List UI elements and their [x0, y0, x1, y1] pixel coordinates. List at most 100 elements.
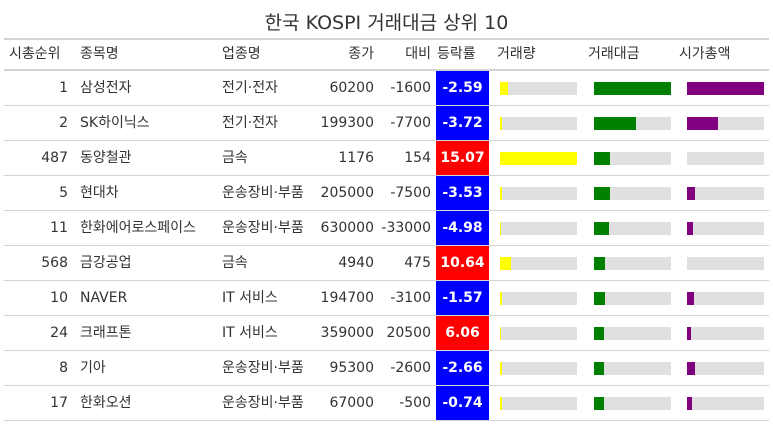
volume-track: [500, 222, 577, 235]
volume-track: [500, 362, 577, 375]
table-row: 568 금강공업 금속 4940 475 10.64: [4, 246, 769, 281]
chart-title: 한국 KOSPI 거래대금 상위 10: [264, 12, 509, 34]
trade-value-track: [594, 152, 671, 165]
trade-value-track: [594, 82, 671, 95]
rank-cell: 24: [50, 325, 68, 341]
volume-track: [500, 117, 577, 130]
volume-bar: [500, 187, 502, 200]
trade-value-bar: [594, 152, 611, 165]
row-divider: [4, 315, 769, 316]
name-cell: 크래프톤: [80, 325, 132, 341]
table-row: 487 동양철관 금속 1176 154 15.07: [4, 141, 769, 176]
close-cell: 199300: [320, 115, 374, 131]
volume-track: [500, 187, 577, 200]
sector-cell: 운송장비·부품: [222, 185, 304, 201]
sector-cell: IT 서비스: [222, 325, 278, 341]
trade-value-track: [594, 327, 671, 340]
change-rate-value: -2.59: [442, 80, 483, 96]
name-cell: 금강공업: [80, 255, 132, 271]
sector-cell: 운송장비·부품: [222, 220, 304, 236]
rank-cell: 487: [41, 150, 68, 166]
market-cap-track: [687, 152, 764, 165]
change-rate-cell: -4.98: [436, 211, 489, 246]
close-cell: 359000: [320, 325, 374, 341]
name-cell: 삼성전자: [80, 80, 132, 96]
rank-cell: 1: [59, 80, 68, 96]
volume-bar: [500, 82, 508, 95]
change-rate-value: -0.74: [442, 395, 483, 411]
header-rank: 시총순위: [9, 46, 61, 62]
diff-cell: -33000: [381, 220, 431, 236]
row-divider: [4, 385, 769, 386]
volume-bar: [500, 292, 502, 305]
market-cap-track: [687, 117, 764, 130]
market-cap-track: [687, 222, 764, 235]
change-rate-cell: -3.72: [436, 106, 489, 141]
diff-cell: 20500: [386, 325, 431, 341]
market-cap-bar: [687, 362, 695, 375]
header-volume: 거래량: [497, 46, 536, 62]
sector-cell: 운송장비·부품: [222, 360, 304, 376]
change-rate-value: -3.72: [442, 115, 483, 131]
header-rule: [4, 69, 769, 71]
rank-cell: 2: [59, 115, 68, 131]
table-row: 10 NAVER IT 서비스 194700 -3100 -1.57: [4, 281, 769, 316]
header-market-cap: 시가총액: [679, 46, 731, 62]
diff-cell: -500: [399, 395, 431, 411]
table-row: 8 기아 운송장비·부품 95300 -2600 -2.66: [4, 351, 769, 386]
diff-cell: -3100: [390, 290, 431, 306]
trade-value-track: [594, 117, 671, 130]
rank-cell: 568: [41, 255, 68, 271]
trade-value-bar: [594, 397, 604, 410]
market-cap-bar: [687, 187, 695, 200]
change-rate-cell: -2.59: [436, 71, 489, 106]
change-rate-value: 6.06: [445, 325, 480, 341]
rank-cell: 5: [59, 185, 68, 201]
close-cell: 95300: [329, 360, 374, 376]
close-cell: 194700: [320, 290, 374, 306]
market-cap-bar: [687, 117, 718, 130]
volume-track: [500, 152, 577, 165]
sector-cell: IT 서비스: [222, 290, 278, 306]
row-divider: [4, 420, 769, 421]
trade-value-bar: [594, 292, 605, 305]
change-rate-value: -4.98: [442, 220, 483, 236]
trade-value-bar: [594, 362, 604, 375]
top-rule: [4, 38, 769, 40]
market-cap-track: [687, 397, 764, 410]
header-diff: 대비: [405, 46, 431, 62]
name-cell: 기아: [80, 360, 106, 376]
market-cap-bar: [687, 222, 694, 235]
volume-track: [500, 82, 577, 95]
market-cap-track: [687, 187, 764, 200]
name-cell: NAVER: [80, 290, 128, 306]
sector-cell: 전기·전자: [222, 80, 278, 96]
close-cell: 67000: [329, 395, 374, 411]
volume-bar: [500, 397, 502, 410]
header-name: 종목명: [80, 46, 119, 62]
diff-cell: -2600: [390, 360, 431, 376]
name-cell: 현대차: [80, 185, 119, 201]
table-row: 11 한화에어로스페이스 운송장비·부품 630000 -33000 -4.98: [4, 211, 769, 246]
volume-bar: [500, 327, 501, 340]
change-rate-value: 15.07: [440, 150, 485, 166]
volume-track: [500, 327, 577, 340]
name-cell: 동양철관: [80, 150, 132, 166]
table-row: 17 한화오션 운송장비·부품 67000 -500 -0.74: [4, 386, 769, 421]
row-divider: [4, 210, 769, 211]
trade-value-bar: [594, 82, 671, 95]
header-trade-value: 거래대금: [588, 46, 640, 62]
change-rate-value: -2.66: [442, 360, 483, 376]
header-sector: 업종명: [222, 46, 261, 62]
trade-value-track: [594, 397, 671, 410]
header-close: 종가: [348, 46, 374, 62]
rank-cell: 10: [50, 290, 68, 306]
volume-bar: [500, 257, 511, 270]
volume-track: [500, 292, 577, 305]
trade-value-track: [594, 257, 671, 270]
close-cell: 4940: [338, 255, 374, 271]
trade-value-track: [594, 362, 671, 375]
trade-value-bar: [594, 222, 609, 235]
row-divider: [4, 140, 769, 141]
